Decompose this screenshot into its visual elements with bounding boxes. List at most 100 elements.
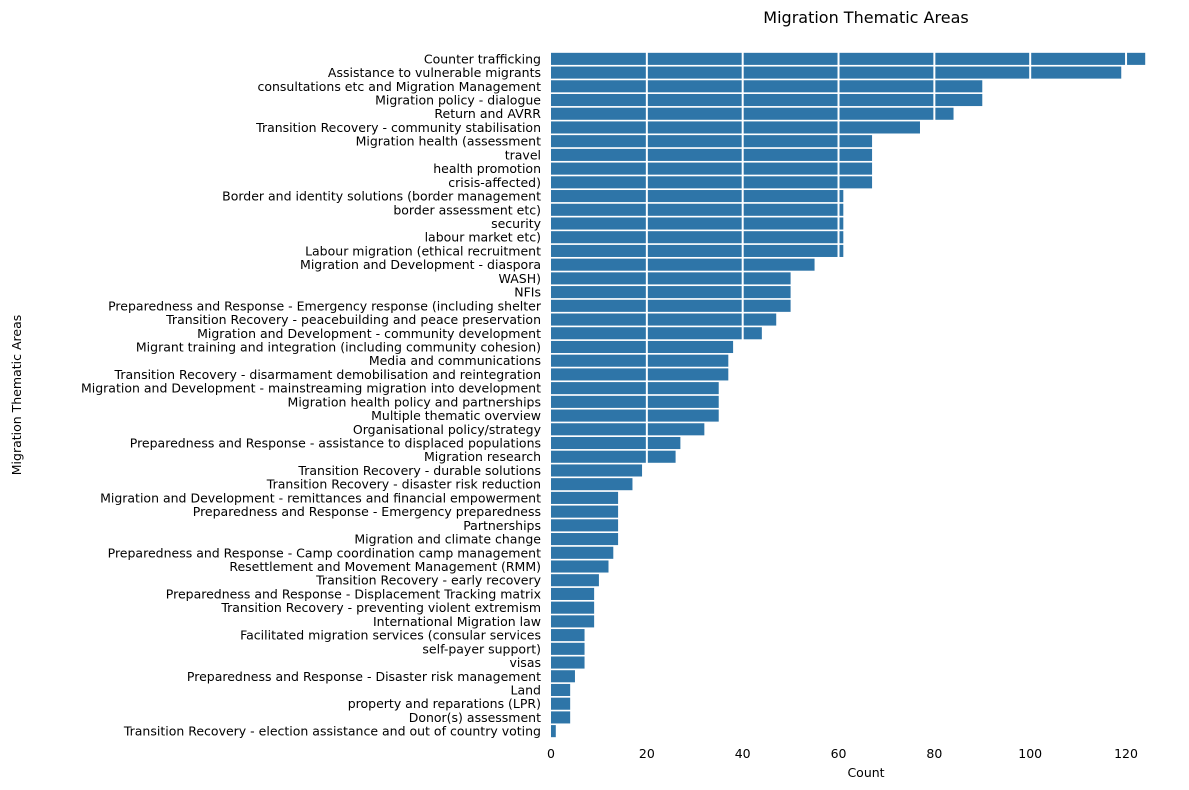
category-label: Partnerships (463, 518, 541, 533)
category-label: Multiple thematic overview (371, 408, 541, 423)
category-label: Preparedness and Response - Displacement… (166, 586, 541, 601)
gridlines-group (645, 52, 1128, 738)
bar (551, 615, 595, 628)
category-label: Migrant training and integration (includ… (136, 339, 541, 354)
x-tick-label: 0 (547, 746, 555, 761)
bar (551, 258, 815, 271)
category-label: Migration and Development - community de… (197, 326, 541, 341)
category-label: NFIs (514, 285, 541, 300)
y-axis-label: Migration Thematic Areas (9, 315, 24, 476)
bar (551, 464, 643, 477)
bar (551, 629, 585, 642)
category-label: Transition Recovery - disarmament demobi… (114, 367, 541, 382)
bar (551, 327, 762, 340)
category-label: travel (505, 147, 541, 162)
bar (551, 423, 705, 436)
bar (551, 546, 614, 559)
category-label: Transition Recovery - disaster risk redu… (266, 477, 541, 492)
category-label: Preparedness and Response - Emergency re… (108, 298, 542, 313)
category-label: Migration and climate change (354, 532, 541, 547)
bar (551, 505, 619, 518)
category-label: Donor(s) assessment (409, 710, 541, 725)
bar (551, 231, 844, 244)
x-tick-label: 100 (1018, 746, 1042, 761)
category-label: Land (511, 682, 541, 697)
bar (551, 340, 734, 354)
category-label: Counter trafficking (424, 51, 541, 66)
bar (551, 519, 619, 532)
bar (551, 683, 571, 697)
category-label: Transition Recovery - preventing violent… (220, 600, 541, 615)
category-label: Preparedness and Response - Emergency pr… (193, 504, 541, 519)
bars-group (551, 52, 1146, 738)
x-ticks-group: 0 20 40 60 80 100 120 (547, 746, 1138, 761)
bar (551, 533, 619, 546)
bar (551, 286, 791, 299)
bar (551, 574, 599, 587)
category-label: Migration health (assessment (356, 134, 542, 149)
category-label: Migration and Development - mainstreamin… (81, 381, 541, 396)
category-label: Migration and Development - diaspora (300, 257, 541, 272)
bar (551, 148, 873, 161)
category-label: security (491, 216, 542, 231)
category-label: Facilitated migration services (consular… (240, 628, 541, 643)
bar (551, 560, 609, 573)
bar (551, 299, 791, 312)
bar (551, 52, 1146, 65)
bar (551, 491, 619, 504)
category-label: crisis-affected) (448, 175, 541, 190)
bar (551, 80, 983, 93)
category-label: Migration research (424, 449, 541, 464)
bar (551, 409, 719, 422)
bar (551, 478, 633, 491)
category-label: Assistance to vulnerable migrants (328, 65, 541, 80)
bar (551, 725, 556, 738)
x-tick-label: 40 (735, 746, 751, 761)
bar (551, 272, 791, 285)
bar (551, 244, 844, 257)
bar (551, 162, 873, 175)
bar (551, 66, 1122, 79)
category-label: Organisational policy/strategy (353, 422, 542, 437)
bar (551, 190, 844, 203)
category-label: consultations etc and Migration Manageme… (257, 79, 541, 94)
bar (551, 121, 920, 134)
x-axis-label: Count (847, 765, 884, 780)
x-tick-label: 20 (639, 746, 655, 761)
category-label: property and reparations (LPR) (348, 696, 541, 711)
bar (551, 656, 585, 669)
category-label: Transition Recovery - election assistanc… (123, 724, 541, 739)
category-label: Border and identity solutions (border ma… (222, 189, 541, 204)
category-label: Transition Recovery - durable solutions (297, 463, 541, 478)
bar (551, 711, 571, 724)
category-label: Migration policy - dialogue (375, 93, 541, 108)
category-label: labour market etc) (425, 230, 541, 245)
bar (551, 670, 575, 683)
bar (551, 354, 729, 367)
category-label: self-payer support) (422, 641, 541, 656)
category-label: health promotion (433, 161, 541, 176)
category-label: visas (509, 655, 541, 670)
category-label: Media and communications (369, 353, 541, 368)
bar (551, 176, 873, 189)
x-tick-label: 120 (1114, 746, 1138, 761)
category-label: Preparedness and Response - Disaster ris… (187, 669, 541, 684)
bar (551, 587, 595, 600)
category-label: Return and AVRR (434, 106, 541, 121)
bar (551, 203, 844, 216)
bar (551, 107, 954, 120)
category-label: Migration and Development - remittances … (100, 490, 541, 505)
category-label: Transition Recovery - early recovery (315, 573, 541, 588)
category-label: Preparedness and Response - assistance t… (130, 436, 541, 451)
bar (551, 368, 729, 381)
category-label: Preparedness and Response - Camp coordin… (108, 545, 541, 560)
bar (551, 601, 595, 614)
bar (551, 697, 571, 710)
bar (551, 450, 676, 463)
category-label: Transition Recovery - community stabilis… (255, 120, 541, 135)
bar (551, 382, 719, 395)
category-label: Transition Recovery - peacebuilding and … (165, 312, 541, 327)
bar (551, 93, 983, 107)
